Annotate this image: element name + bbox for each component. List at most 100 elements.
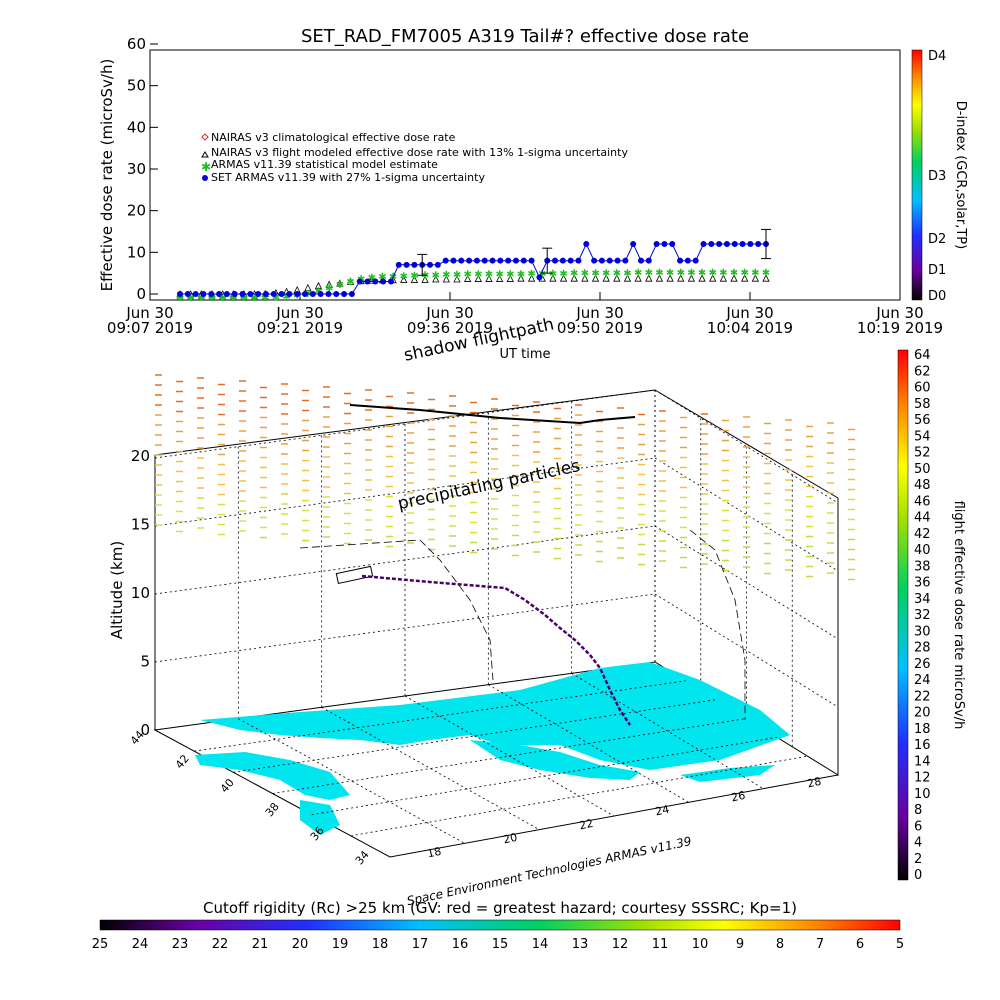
armas-model-point: ✱ — [400, 271, 408, 282]
set-armas-point — [536, 274, 543, 281]
set-armas-point — [614, 257, 621, 264]
dose-colorbar-ticks: 0246810121416182022242628303234363840424… — [914, 348, 931, 883]
set-armas-point — [239, 291, 246, 297]
rigidity-tick-label: 17 — [412, 937, 429, 952]
nairas-flight-point — [506, 274, 514, 282]
set-armas-point — [403, 261, 410, 268]
nairas-flight-point — [432, 275, 440, 283]
armas-model-point: ✱ — [314, 286, 322, 297]
set-armas-point — [348, 291, 355, 297]
set-armas-point — [598, 257, 605, 264]
rigidity-colorbar-ticks: 25 24 23 22 21 20 19 18 17 16 15 14 13 12 11 10 9 8 7 6 5 — [92, 937, 904, 952]
nairas-flight-point — [677, 274, 685, 282]
dose-colorbar-tick: 22 — [914, 689, 931, 704]
set-armas-point — [380, 278, 387, 285]
nairas-flight-point — [325, 280, 333, 288]
latitude-tick-label: 40 — [218, 776, 237, 795]
dindex-label: D-index (GCR,solar,TP) — [953, 101, 968, 249]
set-armas-point — [739, 241, 746, 247]
nairas-flight-point — [623, 274, 632, 282]
set-armas-point — [341, 291, 348, 297]
wall-top-edge — [154, 389, 656, 456]
rigidity-tick-label: 22 — [212, 937, 229, 952]
nairas-flight-point — [762, 274, 770, 282]
rigidity-tick-label: 16 — [452, 937, 469, 952]
dose-colorbar-tick: 18 — [914, 722, 931, 737]
armas-model-point: ✱ — [687, 268, 695, 279]
set-armas-point — [255, 291, 262, 297]
set-armas-point — [591, 257, 598, 264]
armas-model-point: ✱ — [282, 292, 290, 303]
set-armas-point — [302, 291, 309, 297]
armas-model-point: ✱ — [325, 283, 333, 294]
set-armas-point — [700, 241, 707, 247]
dindex-ticks: D4 D3 D2 D1 D0 — [928, 49, 946, 304]
y-tick-label: 0 — [136, 285, 146, 303]
nairas-flight-point — [751, 274, 759, 282]
rigidity-tick-label: 8 — [776, 937, 784, 952]
armas-model-point: ✱ — [453, 270, 461, 281]
top-x-axis-label: UT time — [500, 347, 551, 362]
wall-grid-line — [154, 457, 656, 527]
set-armas-point — [677, 257, 684, 264]
set-armas-point — [286, 291, 293, 297]
set-armas-point — [567, 257, 574, 264]
set-armas-point — [192, 291, 199, 297]
nairas-flight-point — [591, 274, 600, 282]
set-armas-point — [755, 241, 762, 247]
dindex-tick-label: D2 — [928, 232, 946, 247]
set-armas-point — [325, 291, 332, 297]
set-armas-point — [583, 241, 590, 247]
set-armas-point — [356, 278, 363, 285]
legend-marker-set-armas — [202, 175, 208, 181]
dose-colorbar — [897, 349, 909, 881]
rigidity-tick-label: 15 — [492, 937, 509, 952]
rigidity-tick-label: 20 — [292, 937, 309, 952]
set-armas-point — [630, 241, 637, 247]
altitude-tick-label: 20 — [131, 447, 150, 465]
armas-model-point: ✱ — [762, 268, 770, 279]
armas-model-point: ✱ — [410, 271, 418, 282]
armas-model-point: ✱ — [474, 270, 482, 281]
set-armas-point — [489, 257, 496, 264]
armas-model-point: ✱ — [709, 268, 717, 279]
set-armas-point — [637, 257, 644, 264]
armas-model-point: ✱ — [613, 268, 621, 279]
altitude-axis: 0 5 10 15 20 — [131, 447, 150, 739]
nairas-flight-point — [549, 274, 557, 282]
sea-area-north — [200, 662, 790, 770]
nairas-flight-point — [421, 275, 429, 283]
set-armas-point — [708, 241, 715, 247]
set-armas-point — [200, 291, 207, 297]
x-tick-label-time: 09:21 2019 — [257, 319, 343, 337]
top-plot-frame — [149, 49, 901, 301]
dose-colorbar-tick: 62 — [914, 364, 931, 379]
armas-model-point: ✱ — [442, 270, 450, 281]
rigidity-tick-label: 23 — [172, 937, 189, 952]
longitude-tick-label: 24 — [654, 803, 670, 819]
set-armas-point — [294, 291, 301, 297]
armas-model-point: ✱ — [197, 293, 205, 304]
latitude-tick-label: 42 — [173, 752, 192, 771]
armas-model-point: ✱ — [272, 293, 280, 304]
projection-line-left — [299, 539, 494, 681]
nairas-flight-point — [581, 274, 589, 282]
armas-model-point: ✱ — [527, 269, 535, 280]
rigidity-tick-label: 11 — [652, 937, 669, 952]
armas-model-point: ✱ — [666, 268, 674, 279]
latitude-tick-label: 38 — [263, 800, 282, 819]
dose-colorbar-tick: 50 — [914, 462, 931, 477]
set-armas-point — [559, 257, 566, 264]
wall-grid-line — [654, 593, 839, 708]
longitude-tick-label: 22 — [578, 817, 594, 833]
shadow-flightpath-line — [349, 404, 636, 425]
wall-grid-line — [154, 593, 656, 663]
dose-colorbar-tick: 20 — [914, 706, 931, 721]
set-armas-point — [466, 257, 473, 264]
set-armas-point — [731, 241, 738, 247]
wall-grid-line — [654, 457, 839, 572]
altitude-axis-label: Altitude (km) — [108, 541, 126, 639]
